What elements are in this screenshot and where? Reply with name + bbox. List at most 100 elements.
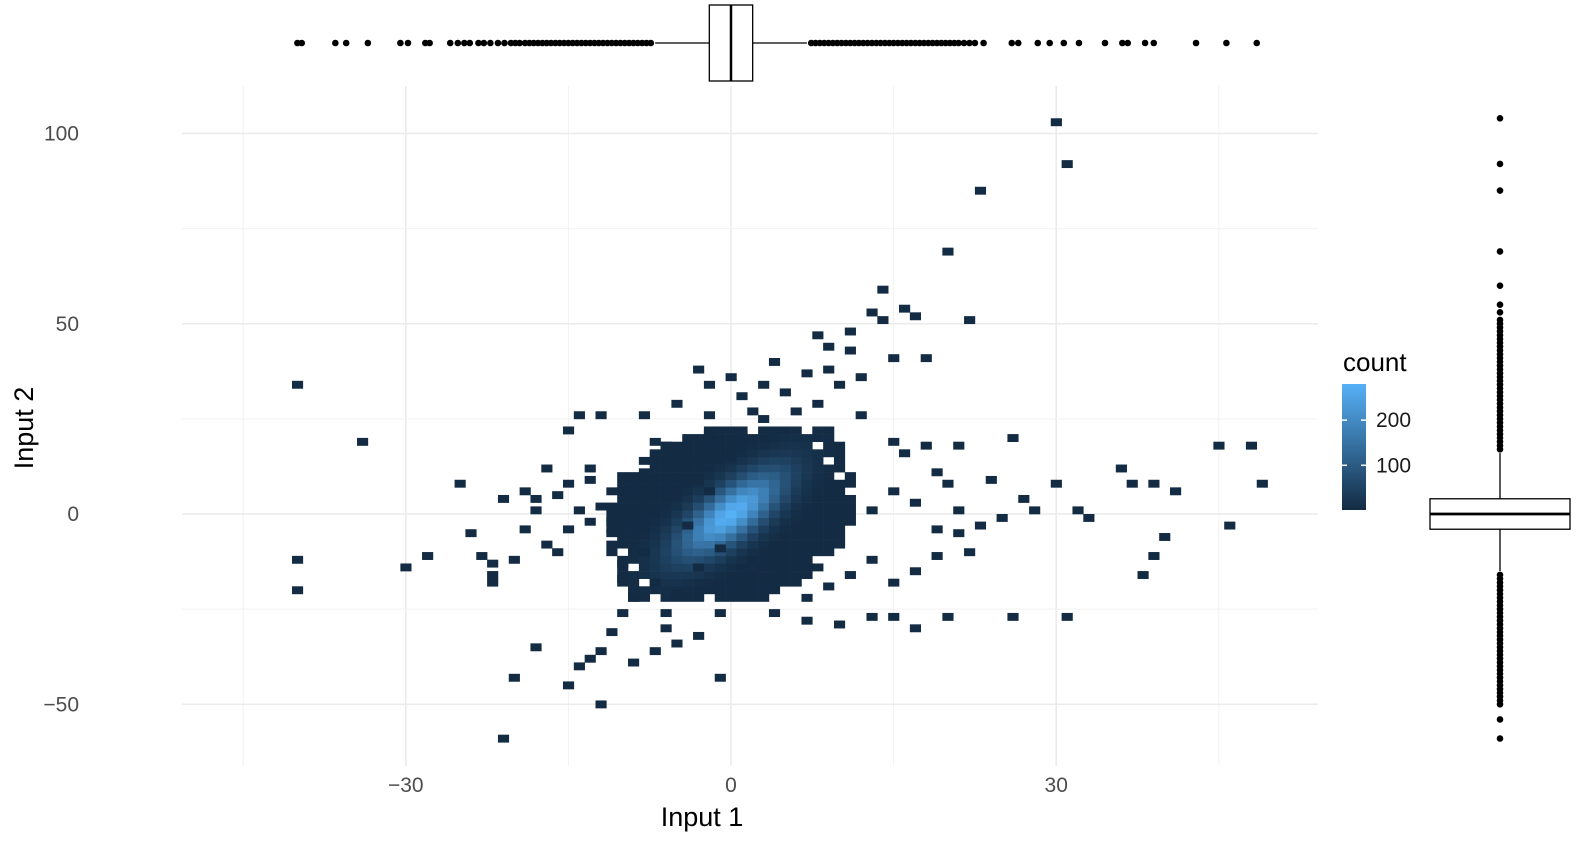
heatmap-cell	[877, 316, 889, 325]
heatmap-cell	[747, 407, 759, 416]
heatmap-cell	[747, 441, 759, 450]
heatmap-cell	[725, 533, 737, 541]
heatmap-cell	[682, 479, 694, 488]
outlier-point	[1496, 309, 1504, 316]
heatmap-cell	[703, 479, 716, 488]
heatmap-cell	[628, 593, 640, 602]
heatmap-cell	[790, 517, 802, 526]
heatmap-cell	[725, 453, 737, 462]
heatmap-cell	[768, 464, 781, 473]
heatmap-cell	[628, 658, 640, 667]
y-tick-label: −50	[43, 693, 79, 716]
heatmap-cell	[671, 548, 683, 557]
heatmap-cell	[768, 494, 781, 503]
heatmap-cell	[595, 411, 607, 420]
heatmap-cell	[628, 525, 640, 534]
outlier-point	[1124, 39, 1132, 47]
heatmap-cell	[638, 510, 650, 519]
heatmap-cell	[638, 456, 650, 465]
heatmap-cell	[703, 533, 716, 541]
heatmap-cell	[812, 494, 824, 503]
heatmap-cell	[649, 548, 661, 557]
heatmap-cell	[736, 593, 748, 602]
heatmap-cell	[790, 578, 802, 587]
outlier-point	[454, 39, 462, 47]
heatmap-cell	[487, 578, 499, 587]
heatmap-cell	[725, 593, 737, 602]
heatmap-cell	[562, 525, 575, 534]
heatmap-cell	[1007, 434, 1019, 443]
heatmap-cell	[790, 540, 802, 549]
heatmap-cell	[779, 464, 791, 473]
heatmap-cell	[703, 555, 716, 564]
heatmap-cell	[758, 449, 770, 458]
heatmap-cell	[747, 593, 759, 602]
heatmap-cell	[909, 624, 921, 633]
heatmap-cell	[649, 563, 661, 572]
outlier-point	[1101, 39, 1109, 47]
heatmap-cell	[682, 494, 694, 503]
outlier-point	[1496, 716, 1504, 723]
heatmap-cell	[714, 494, 726, 503]
outlier-point	[466, 39, 474, 47]
heatmap-cell	[801, 502, 813, 511]
outlier-point	[364, 39, 372, 47]
heatmap-cell	[703, 449, 716, 458]
heatmap-cell	[779, 578, 791, 587]
heatmap-cell	[790, 487, 802, 496]
heatmap-cell	[628, 540, 640, 549]
heatmap-cell	[660, 510, 672, 519]
heatmap-cell	[812, 502, 824, 511]
heatmap-cell	[801, 369, 813, 378]
heatmap-cell	[638, 571, 650, 579]
heatmap-cell	[888, 487, 900, 496]
heatmap-cell	[920, 441, 932, 450]
heatmap-cell	[595, 700, 607, 709]
heatmap-cell	[660, 472, 672, 481]
heatmap-cell	[747, 525, 759, 534]
heatmap-cell	[768, 502, 781, 511]
heatmap-cell	[1061, 612, 1073, 621]
heatmap-cell	[888, 354, 900, 363]
heatmap-cell	[768, 441, 781, 450]
heatmap-cell	[823, 479, 835, 488]
heatmap-cell	[703, 456, 716, 465]
heatmap-cell	[768, 487, 781, 496]
heatmap-cell	[758, 548, 770, 557]
outlier-point	[480, 39, 488, 47]
heatmap-cell	[628, 517, 640, 526]
heatmap-cell	[736, 449, 748, 458]
heatmap-cell	[942, 479, 954, 488]
heatmap-cell	[790, 441, 802, 450]
heatmap-cell	[693, 578, 705, 587]
outlier-point	[1496, 114, 1504, 122]
heatmap-cell	[844, 571, 856, 579]
heatmap-cell	[920, 354, 932, 363]
heatmap-cell	[768, 510, 781, 519]
heatmap-cell	[866, 612, 878, 621]
heatmap-cell	[714, 510, 726, 519]
heatmap-cell	[725, 487, 737, 496]
outlier-point	[1496, 160, 1504, 168]
heatmap-cell	[725, 525, 737, 534]
heatmap-cell	[714, 578, 726, 587]
heatmap-cell	[758, 380, 770, 389]
y-tick-label: 100	[44, 123, 79, 146]
heatmap-cell	[790, 571, 802, 579]
heatmap-cell	[649, 437, 661, 446]
outlier-point	[1046, 39, 1053, 47]
heatmap-cell	[812, 399, 824, 408]
heatmap-cell	[801, 571, 813, 579]
heatmap-cell	[628, 472, 640, 481]
heatmap-cell	[693, 517, 705, 526]
heatmap-cell	[790, 502, 802, 511]
heatmap-cell	[801, 487, 813, 496]
heatmap-cell	[736, 571, 748, 579]
heatmap-cell	[833, 510, 846, 519]
heatmap-cell	[747, 510, 759, 519]
top-marginal-boxplot	[294, 4, 1261, 82]
heatmap-cell	[703, 571, 716, 579]
heatmap-cell	[736, 533, 748, 541]
heatmap-cell	[768, 548, 781, 557]
